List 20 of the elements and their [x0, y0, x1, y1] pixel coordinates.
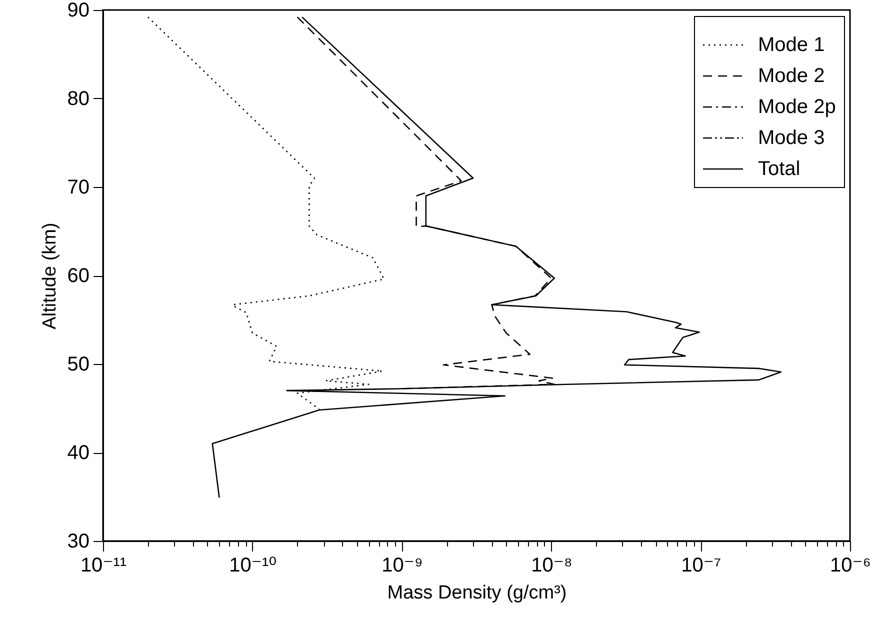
y-tick-label: 30: [67, 530, 90, 552]
x-tick-label: 10⁻⁶: [830, 554, 872, 576]
y-tick-label: 40: [67, 442, 90, 464]
x-axis-title: Mass Density (g/cm³): [387, 582, 567, 604]
x-tick-label: 10⁻⁹: [382, 554, 423, 576]
y-tick-label: 60: [67, 265, 90, 287]
x-tick-label: 10⁻⁷: [681, 554, 722, 576]
y-tick-label: 70: [67, 176, 90, 198]
x-tick-label: 10⁻¹⁰: [229, 554, 277, 576]
x-tick-label: 10⁻⁸: [531, 554, 572, 576]
y-axis-title: Altitude (km): [39, 222, 60, 330]
legend-label: Mode 1: [758, 34, 825, 56]
y-tick-label: 80: [67, 88, 90, 110]
y-tick-label: 90: [67, 0, 90, 22]
legend-label: Mode 2p: [758, 96, 836, 118]
y-tick-label: 50: [67, 354, 90, 376]
legend-label: Total: [758, 158, 800, 180]
legend-label: Mode 3: [758, 127, 825, 149]
x-tick-label: 10⁻¹¹: [80, 554, 127, 576]
legend-label: Mode 2: [758, 65, 825, 87]
